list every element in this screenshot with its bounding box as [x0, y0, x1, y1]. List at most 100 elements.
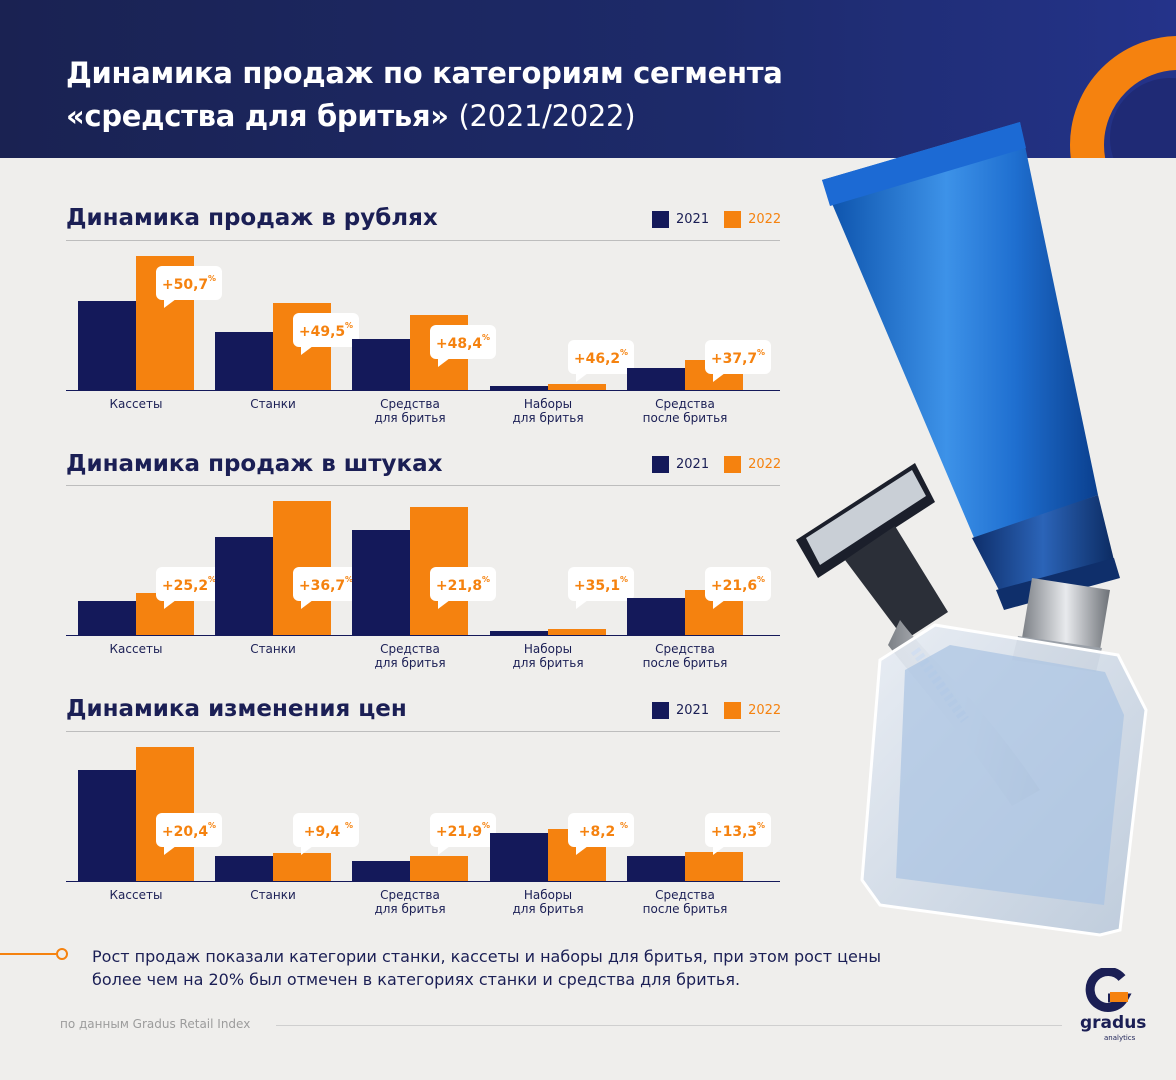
growth-callout: +49,5% — [293, 313, 359, 355]
bar-2022 — [685, 852, 743, 881]
category-label: Наборы для бритья — [473, 397, 623, 425]
callout-percent: % — [208, 575, 216, 584]
category-label-line: после бритья — [642, 902, 728, 916]
callout-percent: % — [208, 274, 216, 283]
bar-2021 — [78, 301, 136, 390]
growth-callout: +21,8% — [430, 567, 496, 609]
category-label: Станки — [198, 397, 348, 411]
callout-percent: % — [620, 821, 628, 830]
callout-box — [156, 567, 222, 601]
callout-box — [156, 813, 222, 847]
growth-callout: +46,2% — [568, 340, 634, 382]
growth-callout: +8,2% — [568, 813, 634, 855]
category-label-line: Станки — [250, 642, 296, 656]
legend-rub: 2021 2022 — [652, 211, 781, 228]
page-title: Динамика продаж по категориям сегмента «… — [66, 52, 783, 138]
category-label: Кассеты — [61, 888, 211, 902]
callout-box — [568, 340, 634, 374]
summary-note: Рост продаж показали категории станки, к… — [92, 947, 881, 989]
callout-tail — [576, 600, 588, 609]
legend-swatch-2022 — [724, 702, 742, 719]
callout-percent: % — [757, 348, 765, 357]
category-label-line: после бритья — [642, 411, 728, 425]
callout-tail — [301, 346, 313, 355]
title-years: (2021/2022) — [458, 99, 636, 133]
category-label-line: Станки — [250, 888, 296, 902]
callout-tail — [713, 846, 725, 855]
callout-tail — [438, 846, 450, 855]
legend-prices: 2021 2022 — [652, 702, 781, 719]
category-label-line: для бритья — [512, 411, 584, 425]
bar-2021 — [78, 770, 136, 881]
category-label: Кассеты — [61, 397, 211, 411]
callout-value: +50,7 — [162, 277, 208, 293]
growth-callout: +13,3% — [705, 813, 771, 855]
category-label-line: для бритья — [512, 656, 584, 670]
bar-2021 — [352, 530, 410, 635]
legend-swatch-2021 — [652, 211, 669, 228]
callout-value: +46,2 — [574, 351, 620, 367]
growth-callout: +50,7% — [156, 266, 222, 308]
callout-value: +49,5 — [299, 324, 345, 340]
bar-2022 — [273, 853, 331, 881]
brand-subtitle: analytics — [1104, 1034, 1136, 1042]
category-label-line: Средства — [380, 888, 440, 902]
legend-label-2021: 2021 — [676, 457, 710, 472]
callout-tail — [164, 600, 176, 609]
callout-tail — [438, 358, 450, 367]
footer-divider — [276, 1025, 1062, 1026]
section-title-prices: Динамика изменения цен — [66, 696, 407, 722]
legend-label-2022: 2022 — [748, 212, 782, 227]
gradus-logo-icon — [1085, 968, 1132, 1012]
callout-percent: % — [482, 333, 490, 342]
legend-swatch-2022 — [724, 456, 742, 473]
callout-value: +9,4 — [304, 824, 341, 840]
bar-2021 — [352, 339, 410, 390]
callout-percent: % — [482, 575, 490, 584]
bar-2021 — [490, 833, 548, 881]
callout-tail — [576, 373, 588, 382]
callout-tail — [301, 846, 313, 855]
callout-percent: % — [345, 575, 353, 584]
category-label-line: Наборы — [523, 642, 573, 656]
brand-name: gradus — [1080, 1013, 1147, 1033]
callout-box — [705, 340, 771, 374]
bar-2021 — [627, 856, 685, 881]
note-accent-line — [0, 953, 56, 955]
callout-percent: % — [345, 321, 353, 330]
category-label-line: для бритья — [374, 411, 446, 425]
category-label: Средства после бритья — [610, 642, 760, 670]
callout-value: +48,4 — [436, 336, 483, 352]
legend-label-2022: 2022 — [748, 457, 782, 472]
category-label: Средства после бритья — [610, 397, 760, 425]
bar-2021 — [215, 537, 273, 635]
callout-box — [705, 813, 771, 847]
category-label: Наборы для бритья — [473, 642, 623, 670]
callout-tail — [164, 299, 176, 308]
bar-2021 — [78, 601, 136, 635]
legend-label-2021: 2021 — [676, 212, 710, 227]
category-label-line: Наборы — [523, 397, 573, 411]
legend-swatch-2021 — [652, 456, 669, 473]
callout-value: +21,8 — [436, 578, 482, 594]
title-line-2: «средства для бритья» (2021/2022) — [66, 95, 783, 138]
category-label-line: для бритья — [374, 902, 446, 916]
callout-percent: % — [620, 348, 628, 357]
callout-value: +20,4 — [162, 824, 209, 840]
callout-tail — [576, 846, 588, 855]
callout-value: +21,9 — [436, 824, 482, 840]
callout-tail — [713, 600, 725, 609]
note-bullet — [56, 948, 68, 960]
category-label: Наборы для бритья — [473, 888, 623, 916]
legend-units: 2021 2022 — [652, 456, 781, 473]
bar-2021 — [490, 386, 548, 390]
bar-2021 — [627, 598, 685, 635]
category-label-line: Наборы — [523, 888, 573, 902]
growth-callout: +9,4% — [293, 813, 359, 855]
category-label-line: Средства — [380, 397, 440, 411]
bar-2022 — [548, 384, 606, 390]
category-label: Средства для бритья — [335, 642, 485, 670]
callout-box — [156, 266, 222, 300]
callout-value: +25,2 — [162, 578, 208, 594]
growth-callout: +20,4% — [156, 813, 222, 855]
